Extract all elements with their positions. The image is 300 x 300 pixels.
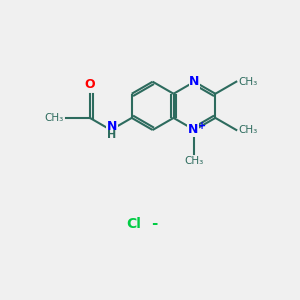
Text: -: - <box>152 216 158 231</box>
Text: CH₃: CH₃ <box>44 113 63 123</box>
Text: N: N <box>189 75 200 88</box>
Text: CH₃: CH₃ <box>238 125 258 135</box>
Text: +: + <box>198 121 206 130</box>
Text: O: O <box>85 78 95 92</box>
Text: CH₃: CH₃ <box>185 157 204 166</box>
Text: N: N <box>188 124 198 136</box>
Text: N: N <box>106 120 117 133</box>
Text: CH₃: CH₃ <box>238 77 258 87</box>
Text: H: H <box>107 130 116 140</box>
Text: Cl: Cl <box>126 217 141 231</box>
